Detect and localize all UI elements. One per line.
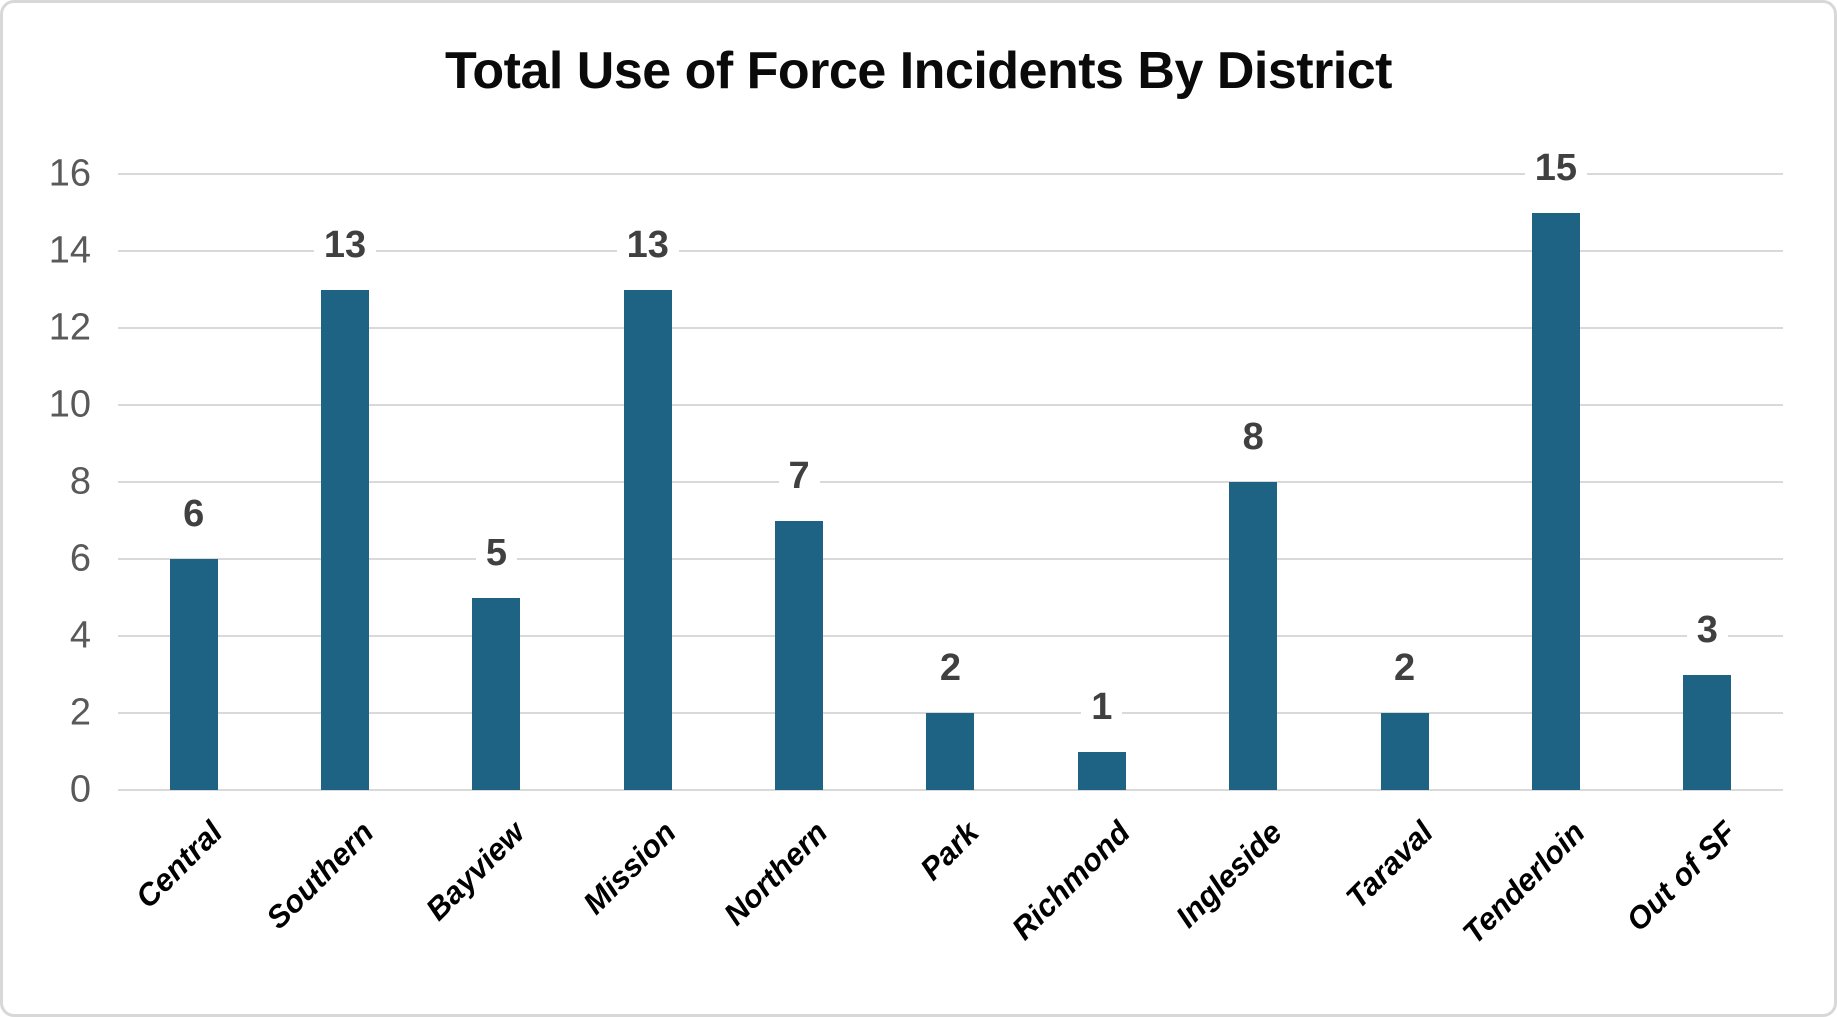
gridline-y-16 xyxy=(118,173,1783,175)
gridline-y-6 xyxy=(118,558,1783,560)
data-label-ingleside: 8 xyxy=(1178,416,1329,458)
chart-title: Total Use of Force Incidents By District xyxy=(444,42,1393,100)
x-category-label-bayview: Bayview xyxy=(419,814,532,928)
bar-park xyxy=(926,713,975,790)
bar-slot-taraval: 2 xyxy=(1329,174,1480,790)
x-category-label-southern: Southern xyxy=(259,814,381,936)
y-tick-label-4: 4 xyxy=(69,614,91,657)
gridline-y-8 xyxy=(118,481,1783,483)
data-label-text: 3 xyxy=(1686,608,1728,651)
bar-bayview xyxy=(472,597,521,790)
x-category-label-taraval: Taraval xyxy=(1339,814,1440,916)
bar-series: 6 13 5 13 7 2 1 8 2 15 3 xyxy=(118,146,1783,790)
data-label-text: 15 xyxy=(1524,146,1588,189)
data-label-text: 13 xyxy=(313,223,377,266)
x-category-label-northern: Northern xyxy=(717,814,835,932)
gridline-y-14 xyxy=(118,250,1783,252)
y-axis: 0 2 4 6 8 10 12 14 16 xyxy=(23,153,91,811)
x-category-label-park: Park xyxy=(913,814,986,887)
bar-ingleside xyxy=(1229,482,1278,790)
data-label-northern: 7 xyxy=(723,454,874,497)
data-label-southern: 13 xyxy=(269,223,420,266)
data-label-text: 1 xyxy=(1081,685,1123,728)
bar-slot-northern: 7 xyxy=(723,174,874,790)
bar-slot-bayview: 5 xyxy=(421,174,572,790)
bar-out-of-sf xyxy=(1683,674,1732,790)
data-label-text: 6 xyxy=(173,493,215,535)
bar-slot-park: 2 xyxy=(875,174,1026,790)
data-label-richmond: 1 xyxy=(1026,685,1177,728)
x-category-label-ingleside: Ingleside xyxy=(1168,814,1289,935)
gridline-y-12 xyxy=(118,327,1783,329)
bar-richmond xyxy=(1077,751,1126,790)
data-label-park: 2 xyxy=(875,647,1026,689)
y-tick-label-12: 12 xyxy=(48,306,91,349)
bar-slot-richmond: 1 xyxy=(1026,174,1177,790)
data-label-bayview: 5 xyxy=(421,531,572,574)
gridline-y-10 xyxy=(118,404,1783,406)
bar-tenderloin xyxy=(1531,212,1580,790)
bar-southern xyxy=(321,289,370,790)
y-tick-label-16: 16 xyxy=(48,152,91,195)
y-tick-label-2: 2 xyxy=(69,691,91,734)
data-label-tenderloin: 15 xyxy=(1480,146,1631,189)
bar-slot-ingleside: 8 xyxy=(1178,174,1329,790)
data-label-taraval: 2 xyxy=(1329,647,1480,689)
bar-slot-central: 6 xyxy=(118,174,269,790)
data-label-text: 2 xyxy=(929,647,972,689)
bar-slot-mission: 13 xyxy=(572,174,723,790)
data-label-central: 6 xyxy=(118,493,269,535)
y-tick-label-0: 0 xyxy=(69,768,91,811)
bar-northern xyxy=(775,520,824,790)
bar-central xyxy=(169,559,218,790)
gridline-y-0 xyxy=(118,789,1783,791)
y-tick-label-6: 6 xyxy=(69,537,91,580)
data-label-text: 2 xyxy=(1383,647,1426,689)
x-category-label-mission: Mission xyxy=(576,814,684,921)
bar-slot-out-of-sf: 3 xyxy=(1632,174,1783,790)
plot-area: 6 13 5 13 7 2 1 8 2 15 3 xyxy=(118,146,1783,791)
data-label-text: 13 xyxy=(616,223,679,266)
data-label-text: 7 xyxy=(778,454,820,497)
data-label-text: 5 xyxy=(475,531,517,574)
x-category-label-richmond: Richmond xyxy=(1005,814,1138,947)
y-tick-label-14: 14 xyxy=(48,229,91,272)
bar-slot-southern: 13 xyxy=(269,174,420,790)
x-category-label-out-of-sf: Out of SF xyxy=(1619,814,1743,938)
gridline-y-4 xyxy=(118,635,1783,637)
data-label-mission: 13 xyxy=(572,223,723,266)
data-label-out-of-sf: 3 xyxy=(1632,608,1783,651)
y-tick-label-10: 10 xyxy=(48,383,91,426)
x-category-label-central: Central xyxy=(128,814,230,915)
bar-mission xyxy=(623,289,672,790)
bar-slot-tenderloin: 15 xyxy=(1480,146,1631,790)
data-label-text: 8 xyxy=(1232,416,1274,458)
x-category-label-tenderloin: Tenderloin xyxy=(1455,814,1592,951)
bar-taraval xyxy=(1380,713,1429,790)
x-axis-labels: Central Southern Bayview Mission Northern Par… xyxy=(118,790,1783,1014)
y-tick-label-8: 8 xyxy=(69,460,91,503)
